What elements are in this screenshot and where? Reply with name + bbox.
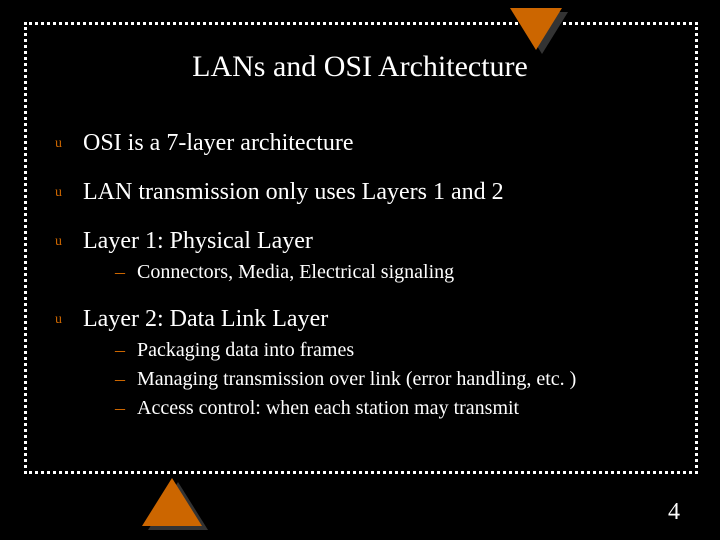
- sub-bullet-text: Packaging data into frames: [137, 339, 675, 362]
- sub-bullet-text: Managing transmission over link (error h…: [137, 368, 675, 391]
- bullet-marker: u: [55, 228, 83, 250]
- bullet-text: LAN transmission only uses Layers 1 and …: [83, 179, 675, 206]
- sub-bullet-marker: –: [115, 261, 137, 284]
- sub-bullet-item: –Managing transmission over link (error …: [55, 368, 675, 391]
- bullet-text: Layer 2: Data Link Layer: [83, 306, 675, 333]
- sub-bullet-marker: –: [115, 339, 137, 362]
- bullet-marker: u: [55, 306, 83, 328]
- bullet-text: OSI is a 7-layer architecture: [83, 130, 675, 157]
- sub-bullet-marker: –: [115, 368, 137, 391]
- sub-bullet-item: –Connectors, Media, Electrical signaling: [55, 261, 675, 284]
- bullet-marker: u: [55, 179, 83, 201]
- sub-bullet-text: Access control: when each station may tr…: [137, 397, 675, 420]
- bullet-item: uLAN transmission only uses Layers 1 and…: [55, 179, 675, 206]
- sub-bullet-item: –Access control: when each station may t…: [55, 397, 675, 420]
- bullet-text: Layer 1: Physical Layer: [83, 228, 675, 255]
- sub-bullet-text: Connectors, Media, Electrical signaling: [137, 261, 675, 284]
- bullet-item: uOSI is a 7-layer architecture: [55, 130, 675, 157]
- slide-content: uOSI is a 7-layer architectureuLAN trans…: [55, 130, 675, 420]
- bullet-item: uLayer 2: Data Link Layer: [55, 306, 675, 333]
- bullet-item: uLayer 1: Physical Layer: [55, 228, 675, 255]
- triangle-bottom-icon: [142, 478, 202, 526]
- bullet-marker: u: [55, 130, 83, 152]
- sub-bullet-item: –Packaging data into frames: [55, 339, 675, 362]
- triangle-top-icon: [510, 8, 562, 50]
- page-number: 4: [668, 499, 680, 526]
- sub-bullet-marker: –: [115, 397, 137, 420]
- slide-title: LANs and OSI Architecture: [0, 50, 720, 84]
- slide: LANs and OSI Architecture uOSI is a 7-la…: [0, 0, 720, 540]
